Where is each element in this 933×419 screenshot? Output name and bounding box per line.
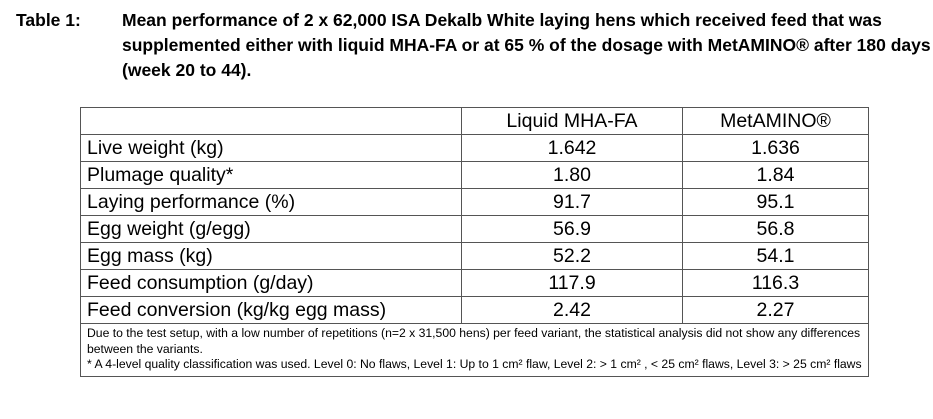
table-row: Egg mass (kg) 52.2 54.1 [80,242,869,270]
row-label: Egg mass (kg) [80,242,462,270]
row-label: Laying performance (%) [80,188,462,216]
metamino-value: 54.1 [682,242,869,270]
row-label: Live weight (kg) [80,134,462,162]
table-row: Laying performance (%) 91.7 95.1 [80,188,869,216]
header-cell-metamino: MetAMINO® [682,107,869,135]
table-row: Feed conversion (kg/kg egg mass) 2.42 2.… [80,296,869,324]
header-cell-empty [80,107,462,135]
metamino-value: 116.3 [682,269,869,297]
mha-value: 2.42 [461,296,683,324]
plumage-footnote: * A 4-level quality classification was u… [87,357,862,371]
mha-value: 91.7 [461,188,683,216]
row-label: Egg weight (g/egg) [80,215,462,243]
table-row: Egg weight (g/egg) 56.9 56.8 [80,215,869,243]
row-label: Feed conversion (kg/kg egg mass) [80,296,462,324]
row-label: Plumage quality* [80,161,462,189]
mha-value: 52.2 [461,242,683,270]
table-footnote-row: Due to the test setup, with a low number… [80,323,869,377]
metamino-value: 95.1 [682,188,869,216]
mha-value: 1.80 [461,161,683,189]
table-row: Live weight (kg) 1.642 1.636 [80,134,869,162]
mha-value: 117.9 [461,269,683,297]
metamino-value: 2.27 [682,296,869,324]
statistics-note: Due to the test setup, with a low number… [87,326,861,356]
metamino-value: 56.8 [682,215,869,243]
performance-table: Liquid MHA-FA MetAMINO® Live weight (kg)… [80,107,869,377]
table-header-row: Liquid MHA-FA MetAMINO® [80,107,869,135]
table-row: Feed consumption (g/day) 117.9 116.3 [80,269,869,297]
caption-text: Mean performance of 2 x 62,000 ISA Dekal… [122,10,931,80]
metamino-value: 1.84 [682,161,869,189]
caption-label: Table 1: [16,10,81,30]
table-row: Plumage quality* 1.80 1.84 [80,161,869,189]
mha-value: 56.9 [461,215,683,243]
header-cell-mha: Liquid MHA-FA [461,107,683,135]
mha-value: 1.642 [461,134,683,162]
table-footnote-cell: Due to the test setup, with a low number… [80,323,869,377]
row-label: Feed consumption (g/day) [80,269,462,297]
metamino-value: 1.636 [682,134,869,162]
